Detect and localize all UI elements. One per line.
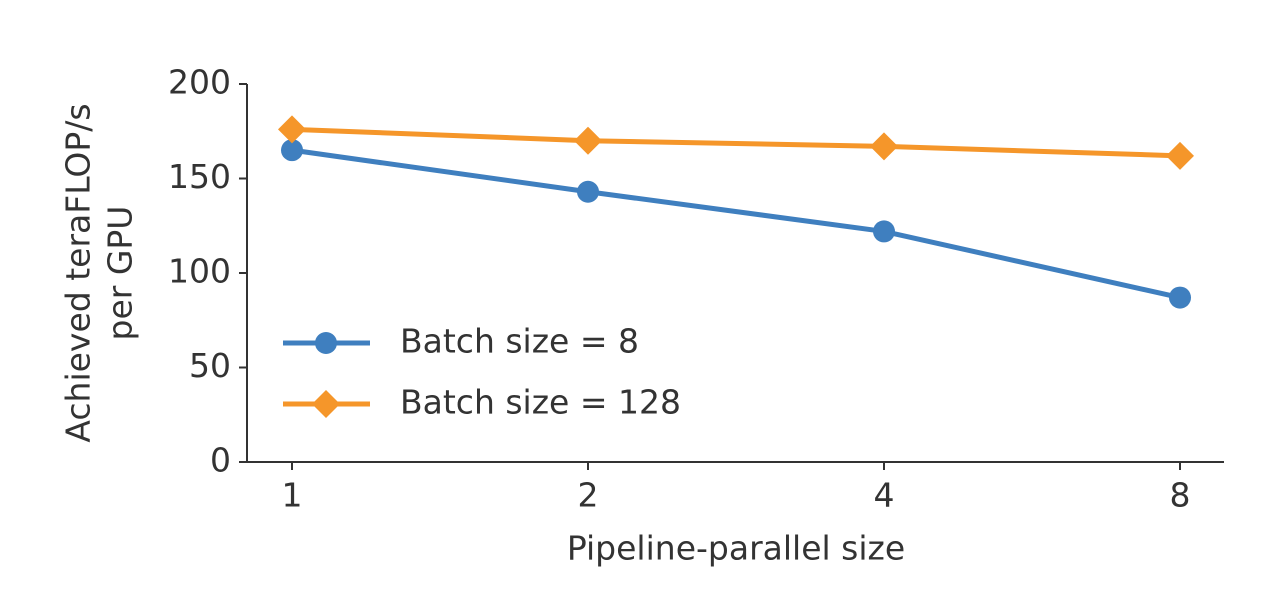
- x-tick-label: 2: [578, 476, 599, 515]
- legend-label: Batch size = 128: [400, 383, 681, 422]
- y-tick-label: 150: [168, 157, 231, 196]
- x-axis-label: Pipeline-parallel size: [567, 529, 905, 568]
- legend-label: Batch size = 8: [400, 322, 639, 361]
- y-tick-label: 200: [168, 63, 231, 102]
- x-tick-label: 4: [874, 476, 895, 515]
- x-tick-label: 8: [1170, 476, 1191, 515]
- marker: [577, 180, 599, 203]
- marker: [870, 132, 898, 161]
- marker: [1166, 141, 1194, 170]
- legend-marker: [315, 332, 337, 354]
- y-tick-label: 100: [168, 252, 231, 291]
- y-tick-label: 0: [210, 441, 231, 480]
- marker: [1169, 286, 1191, 309]
- marker: [873, 220, 895, 243]
- series-line: [291, 126, 1181, 159]
- y-axis-label: per GPU: [101, 206, 140, 341]
- marker: [278, 115, 306, 144]
- series-line: [291, 147, 1181, 301]
- x-tick-label: 1: [282, 476, 303, 515]
- marker: [281, 139, 303, 162]
- y-axis-label: Achieved teraFLOP/s: [59, 103, 98, 442]
- marker: [574, 126, 602, 155]
- y-tick-label: 50: [189, 346, 231, 385]
- legend-marker: [312, 390, 340, 418]
